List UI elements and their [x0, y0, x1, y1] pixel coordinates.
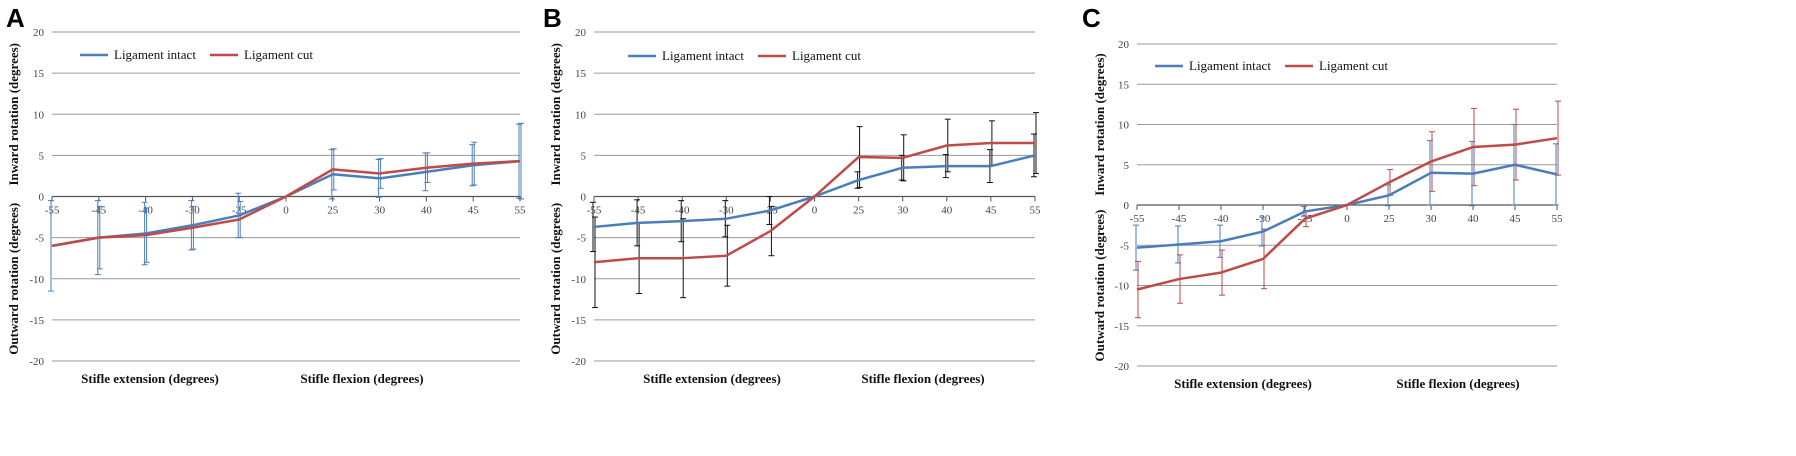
- x-tick-label: -55: [587, 205, 602, 217]
- y-tick-label: -15: [571, 315, 586, 327]
- y-tick-label: 0: [581, 192, 587, 204]
- x-tick-label: -45: [631, 205, 646, 217]
- x-tick-label: -30: [719, 205, 734, 217]
- y-tick-label: 10: [33, 109, 45, 121]
- y-tick-label: 20: [1118, 39, 1130, 51]
- y-tick-label: -15: [1114, 321, 1129, 333]
- x-tick-label: -45: [91, 205, 106, 217]
- y-tick-label: 15: [1118, 79, 1130, 91]
- x-tick-label: -40: [675, 205, 690, 217]
- y-tick-label: 5: [581, 150, 587, 162]
- x-axis-label-extension: Stifle extension (degrees): [81, 371, 219, 386]
- x-tick-label: 45: [468, 205, 480, 217]
- x-axis-label-flexion: Stifle flexion (degrees): [1396, 376, 1519, 391]
- x-tick-label: -55: [45, 205, 60, 217]
- x-tick-label: 0: [812, 205, 818, 217]
- legend-label: Ligament intact: [114, 47, 196, 62]
- legend-label: Ligament cut: [792, 48, 861, 63]
- y-tick-label: -5: [577, 233, 587, 245]
- y-tick-label: 0: [39, 192, 45, 204]
- x-tick-label: -30: [1256, 213, 1271, 225]
- x-tick-label: 30: [897, 205, 909, 217]
- y-axis-label-upper: Inward rotation (degrees): [6, 43, 21, 186]
- x-tick-label: 55: [515, 205, 527, 217]
- x-tick-label: 0: [283, 205, 289, 217]
- y-tick-label: 10: [1118, 120, 1130, 132]
- x-tick-label: -30: [185, 205, 200, 217]
- x-tick-label: 40: [421, 205, 433, 217]
- y-tick-label: 15: [575, 68, 587, 80]
- y-tick-label: 15: [33, 68, 45, 80]
- x-tick-label: -55: [1130, 213, 1145, 225]
- y-tick-label: -20: [29, 356, 44, 368]
- y-tick-label: -10: [571, 274, 586, 286]
- legend-label: Ligament cut: [244, 47, 313, 62]
- y-tick-label: -10: [29, 274, 44, 286]
- x-axis-label-flexion: Stifle flexion (degrees): [861, 371, 984, 386]
- x-tick-label: -40: [1214, 213, 1229, 225]
- x-tick-label: 25: [1384, 213, 1396, 225]
- x-tick-label: 55: [1552, 213, 1564, 225]
- series-line-ligament-cut: [51, 159, 521, 248]
- y-tick-label: 5: [1124, 160, 1130, 172]
- y-tick-label: 0: [1124, 200, 1130, 212]
- panel-label-b: B: [543, 3, 562, 33]
- x-tick-label: 0: [1344, 213, 1350, 225]
- x-axis-label-extension: Stifle extension (degrees): [1174, 376, 1312, 391]
- x-tick-label: 40: [1468, 213, 1480, 225]
- legend-label: Ligament cut: [1319, 58, 1388, 73]
- x-axis-label-flexion: Stifle flexion (degrees): [300, 371, 423, 386]
- x-tick-label: 45: [1510, 213, 1522, 225]
- x-tick-label: 40: [941, 205, 953, 217]
- legend-label: Ligament intact: [1189, 58, 1271, 73]
- x-tick-label: 25: [327, 205, 339, 217]
- series-line-ligament-intact: [51, 159, 521, 248]
- y-axis-label-upper: Inward rotation (degrees): [548, 43, 563, 186]
- y-tick-label: -5: [1120, 240, 1130, 252]
- x-tick-label: 55: [1030, 205, 1042, 217]
- panel-label-c: C: [1082, 3, 1101, 33]
- x-tick-label: 25: [853, 205, 865, 217]
- x-axis-label-extension: Stifle extension (degrees): [643, 371, 781, 386]
- x-tick-label: 30: [374, 205, 386, 217]
- y-tick-label: 20: [575, 27, 587, 39]
- y-tick-label: -10: [1114, 281, 1129, 293]
- y-tick-label: 10: [575, 109, 587, 121]
- x-tick-label: -40: [138, 205, 153, 217]
- y-tick-label: -20: [1114, 361, 1129, 373]
- series-line-ligament-cut: [1136, 136, 1558, 291]
- panel-label-a: A: [6, 3, 25, 33]
- legend-label: Ligament intact: [662, 48, 744, 63]
- y-axis-label-lower: Outward rotation (degrees): [548, 203, 563, 355]
- series-line-ligament-cut: [593, 141, 1035, 264]
- y-axis-label-lower: Outward rotation (degrees): [1092, 210, 1107, 362]
- y-tick-label: -15: [29, 315, 44, 327]
- x-tick-label: 30: [1426, 213, 1438, 225]
- y-axis-label-lower: Outward rotation (degrees): [6, 203, 21, 355]
- x-tick-label: -45: [1172, 213, 1187, 225]
- y-tick-label: -20: [571, 356, 586, 368]
- x-tick-label: 45: [985, 205, 997, 217]
- y-tick-label: -5: [35, 233, 45, 245]
- y-tick-label: 5: [39, 150, 45, 162]
- y-tick-label: 20: [33, 27, 45, 39]
- y-axis-label-upper: Inward rotation (degrees): [1092, 53, 1107, 196]
